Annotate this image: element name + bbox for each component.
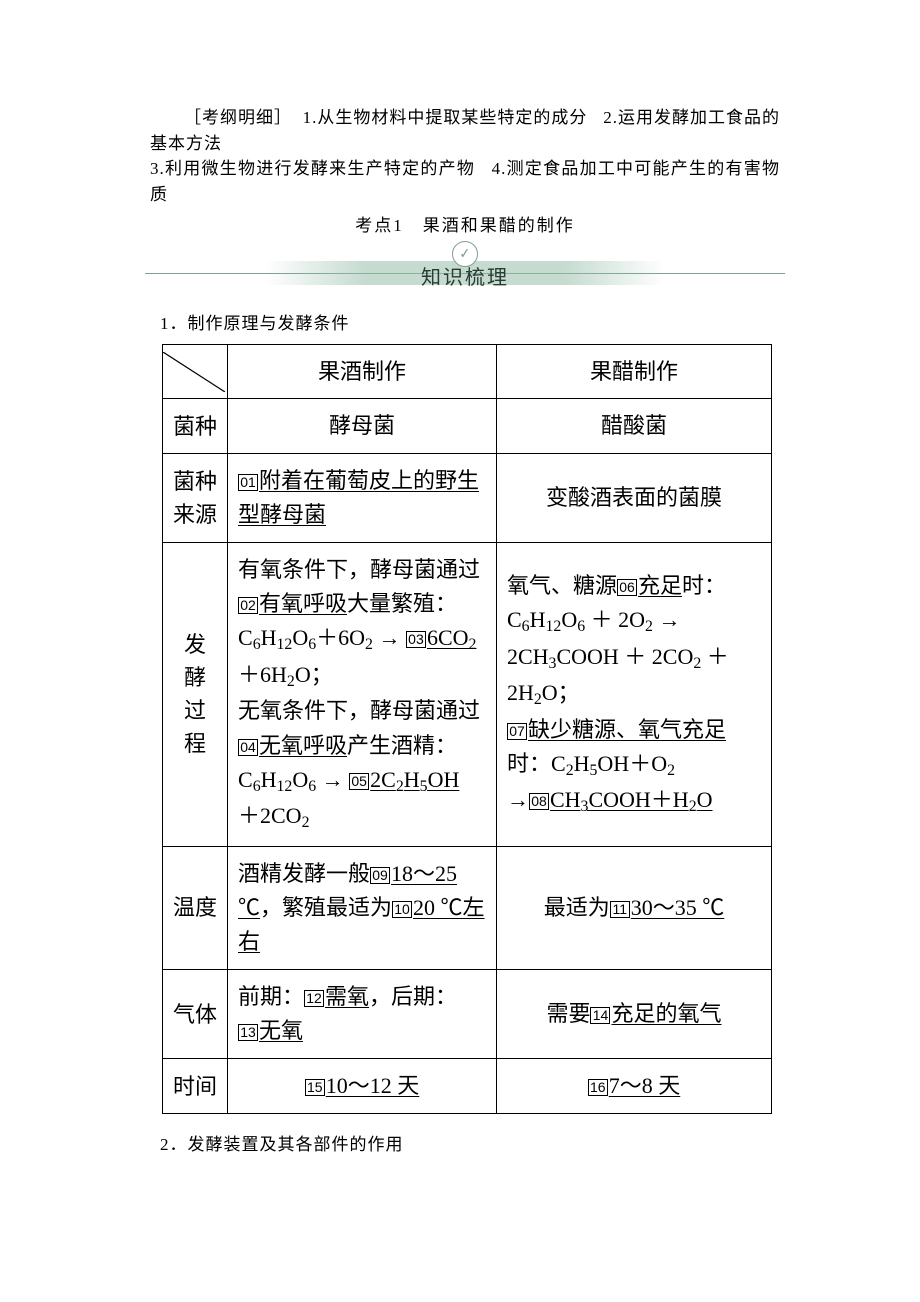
gv-a: 需要 (546, 1001, 590, 1026)
pv-arrow: → (507, 787, 529, 812)
col-wine: 果酒制作 (228, 345, 497, 399)
blank-05: 2C2H5OH (370, 767, 459, 792)
section-divider: 知识梳理 (265, 243, 665, 303)
pv-l1c: 时： (682, 573, 726, 598)
divider-label: 知识梳理 (415, 263, 515, 293)
temp-wine: 酒精发酵一般0918～25 ℃，繁殖最适为1020 ℃左右 (228, 846, 497, 969)
process-wine: 有氧条件下，酵母菌通过 02有氧呼吸大量繁殖： C6H12O6＋6O2 → 03… (228, 543, 497, 846)
row-temp: 温度 酒精发酵一般0918～25 ℃，繁殖最适为1020 ℃左右 最适为1130… (163, 846, 772, 969)
syllabus-item-1: 1.从生物材料中提取某些特定的成分 (303, 108, 588, 127)
pw-eq1-post: ＋6H2O； (238, 662, 333, 687)
pv-l2b: 时： (507, 751, 551, 776)
row-gas: 气体 前期：12需氧，后期： 13无氧 需要14充足的氧气 (163, 969, 772, 1058)
pv-l1a: 氧气、糖源 (507, 573, 617, 598)
gas-wine: 前期：12需氧，后期： 13无氧 (228, 969, 497, 1058)
pw-l2c: 产生酒精： (347, 733, 457, 758)
blank-11: 30～35 ℃ (631, 895, 725, 920)
blank-02-num: 02 (238, 597, 258, 614)
syllabus-item-3: 3.利用微生物进行发酵来生产特定的产物 (150, 159, 475, 178)
gw-a: 前期： (238, 984, 304, 1009)
blank-15-num: 15 (305, 1079, 325, 1096)
blank-03-num: 03 (406, 631, 426, 648)
pw-eq2-pre: C6H12O6 → (238, 767, 349, 792)
rh-temp: 温度 (163, 846, 228, 969)
blank-13-num: 13 (238, 1024, 258, 1041)
tw-a: 酒精发酵一般 (238, 861, 370, 886)
subhead-2: 2．发酵装置及其各部件的作用 (160, 1132, 780, 1158)
table-head-row: 果酒制作 果醋制作 (163, 345, 772, 399)
pw-l1c: 大量繁殖： (347, 591, 457, 616)
tw-c: ，繁殖最适为 (260, 895, 392, 920)
row-origin: 菌种来源 01附着在葡萄皮上的野生型酵母菌 变酸酒表面的菌膜 (163, 454, 772, 543)
blank-03: 6CO2 (427, 625, 476, 650)
rh-origin: 菌种来源 (163, 454, 228, 543)
blank-12: 需氧 (325, 984, 369, 1009)
syllabus-label: ［考纲明细］ (150, 108, 292, 127)
origin-vinegar: 变酸酒表面的菌膜 (496, 454, 771, 543)
blank-01: 附着在葡萄皮上的野生型酵母菌 (238, 468, 479, 527)
blank-07-num: 07 (507, 723, 527, 740)
strain-vinegar: 醋酸菌 (496, 399, 771, 454)
subhead-1: 1．制作原理与发酵条件 (160, 311, 780, 337)
time-vinegar: 167～8 天 (496, 1059, 771, 1114)
blank-05-num: 05 (349, 773, 369, 790)
row-time: 时间 1510～12 天 167～8 天 (163, 1059, 772, 1114)
blank-09-num: 09 (370, 867, 390, 884)
page: ［考纲明细］ 1.从生物材料中提取某些特定的成分 2.运用发酵加工食品的基本方法… (0, 0, 920, 1226)
pv-eq2a: C2H5OH＋O2 (551, 751, 675, 776)
blank-15: 10～12 天 (326, 1073, 420, 1098)
blank-07: 缺少糖源、氧气充足 (528, 717, 726, 742)
blank-16-num: 16 (588, 1079, 608, 1096)
blank-06: 充足 (638, 573, 682, 598)
temp-vinegar: 最适为1130～35 ℃ (496, 846, 771, 969)
time-wine: 1510～12 天 (228, 1059, 497, 1114)
rh-gas: 气体 (163, 969, 228, 1058)
blank-02: 有氧呼吸 (259, 591, 347, 616)
process-vinegar: 氧气、糖源06充足时： C6H12O6 ＋ 2O2 → 2CH3COOH ＋ 2… (496, 543, 771, 846)
tv-a: 最适为 (544, 895, 610, 920)
strain-wine: 酵母菌 (228, 399, 497, 454)
comparison-table: 果酒制作 果醋制作 菌种 酵母菌 醋酸菌 菌种来源 01附着在葡萄皮上的野生型酵… (162, 344, 772, 1114)
blank-08-num: 08 (529, 793, 549, 810)
row-strain: 菌种 酵母菌 醋酸菌 (163, 399, 772, 454)
kaodian-title: 考点1 果酒和果醋的制作 (150, 213, 780, 239)
pw-eq2-post: ＋2CO2 (238, 803, 309, 828)
origin-wine: 01附着在葡萄皮上的野生型酵母菌 (228, 454, 497, 543)
diag-cell (163, 345, 228, 399)
pv-eq1: C6H12O6 ＋ 2O2 → 2CH3COOH ＋ 2CO2 ＋2H2O； (507, 607, 729, 705)
blank-08: CH3COOH＋H2O (550, 787, 713, 812)
rh-process: 发酵过程 (163, 543, 228, 846)
gas-vinegar: 需要14充足的氧气 (496, 969, 771, 1058)
blank-11-num: 11 (610, 901, 630, 918)
rh-strain: 菌种 (163, 399, 228, 454)
blank-14-num: 14 (590, 1007, 610, 1024)
gw-c: ，后期： (369, 984, 457, 1009)
syllabus-block: ［考纲明细］ 1.从生物材料中提取某些特定的成分 2.运用发酵加工食品的基本方法… (150, 105, 780, 207)
row-process: 发酵过程 有氧条件下，酵母菌通过 02有氧呼吸大量繁殖： C6H12O6＋6O2… (163, 543, 772, 846)
blank-12-num: 12 (304, 990, 324, 1007)
col-vinegar: 果醋制作 (496, 345, 771, 399)
blank-04: 无氧呼吸 (259, 733, 347, 758)
blank-14: 充足的氧气 (611, 1001, 721, 1026)
blank-06-num: 06 (617, 579, 637, 596)
pw-l1a: 有氧条件下，酵母菌通过 (238, 557, 480, 582)
blank-13: 无氧 (259, 1018, 303, 1043)
pw-l2a: 无氧条件下，酵母菌通过 (238, 698, 480, 723)
pw-eq1-pre: C6H12O6＋6O2 → (238, 625, 406, 650)
blank-01-num: 01 (238, 474, 258, 491)
blank-10-num: 10 (392, 901, 412, 918)
blank-16: 7～8 天 (609, 1073, 681, 1098)
blank-04-num: 04 (238, 739, 258, 756)
rh-time: 时间 (163, 1059, 228, 1114)
